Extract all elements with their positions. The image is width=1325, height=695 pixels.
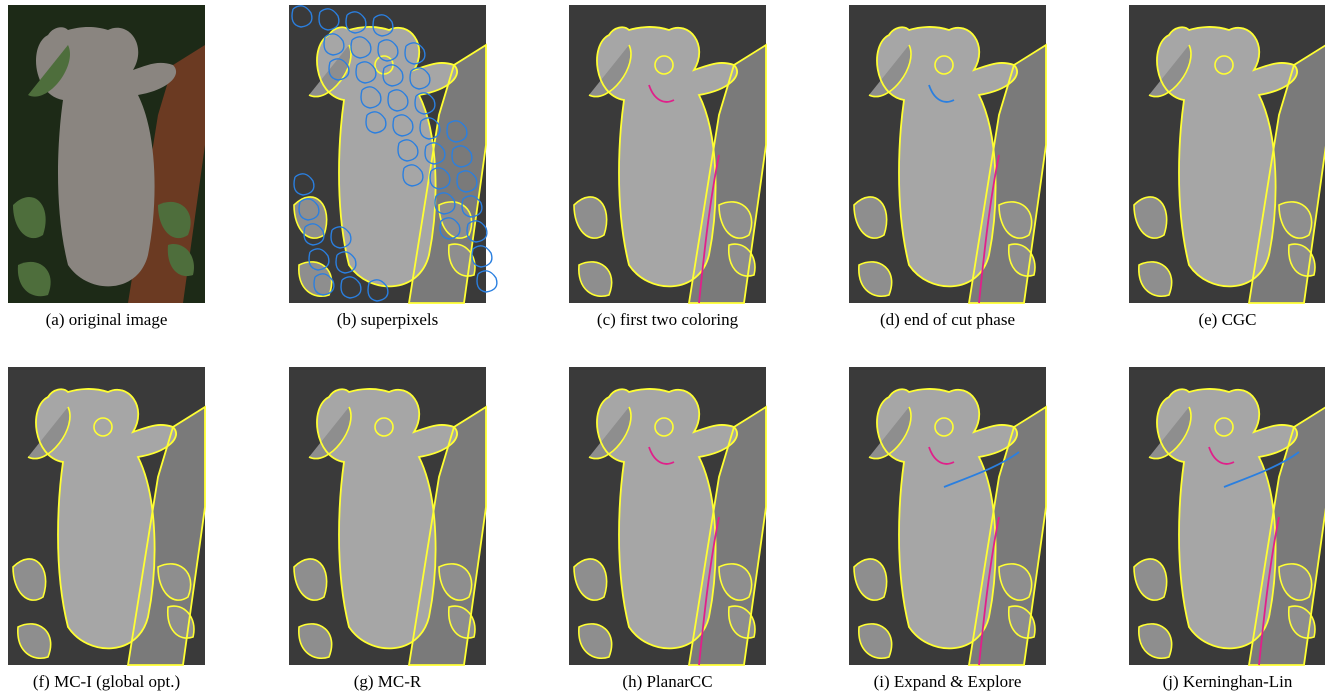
panel — [849, 367, 1046, 665]
caption: (c) first two coloring — [597, 310, 739, 329]
caption: (b) superpixels — [337, 310, 439, 329]
caption: (e) CGC — [1198, 310, 1256, 329]
panel — [569, 5, 766, 303]
panel — [849, 5, 1046, 303]
panel — [289, 367, 486, 665]
caption: (h) PlanarCC — [622, 672, 712, 691]
caption: (g) MC-R — [354, 672, 422, 691]
caption: (i) Expand & Explore — [874, 672, 1022, 691]
panel — [289, 5, 497, 303]
caption: (j) Kerninghan-Lin — [1163, 672, 1293, 691]
page: (a) original image (b) superpixels (c) fir… — [0, 0, 1325, 695]
panel — [569, 367, 766, 665]
caption: (a) original image — [46, 310, 168, 329]
panel — [1129, 5, 1325, 303]
panel — [1129, 367, 1325, 665]
figure: (a) original image (b) superpixels (c) fir… — [0, 0, 1325, 695]
caption: (f) MC-I (global opt.) — [33, 672, 180, 691]
panel — [8, 367, 205, 665]
panel — [8, 5, 205, 303]
caption: (d) end of cut phase — [880, 310, 1015, 329]
